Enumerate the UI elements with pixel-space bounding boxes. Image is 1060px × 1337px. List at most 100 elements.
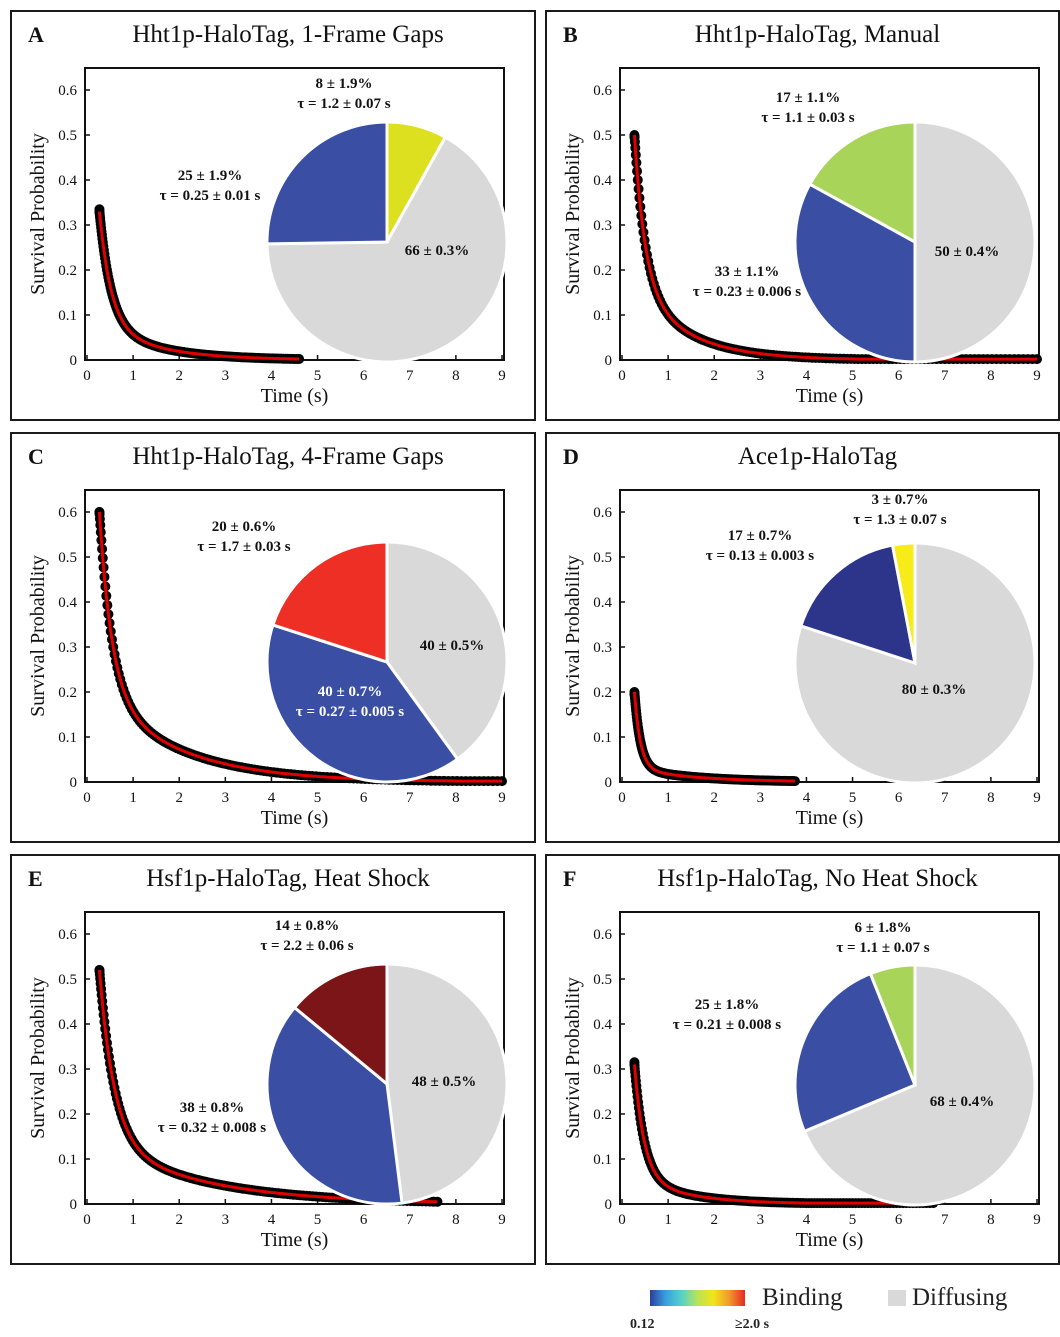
data-point-first	[94, 965, 105, 975]
pie-slice	[265, 135, 509, 364]
x-tick-label: 2	[710, 790, 718, 806]
x-tick-label: 5	[314, 368, 322, 384]
y-tick-label: 0.3	[593, 1062, 612, 1078]
x-tick-label: 6	[895, 1212, 903, 1228]
x-tick-label: 7	[941, 790, 949, 806]
data-point	[789, 776, 800, 787]
y-tick-label: 0.6	[593, 927, 612, 943]
pie-slice-label: 40 ± 0.5%	[420, 638, 484, 654]
x-tick-label: 6	[360, 368, 368, 384]
pie-slice	[798, 543, 917, 666]
panel-d: D Ace1p-HaloTag 0 1 2 3 4 5 6 7 8 9 0 0.1 0.2 0.3 0.4 0.5…	[545, 432, 1060, 843]
y-tick-label: 0.4	[58, 595, 77, 611]
data-point-first	[94, 507, 105, 517]
y-tick-label: 0.6	[58, 505, 77, 521]
y-tick-label: 0.3	[593, 218, 612, 234]
pie-slice-label: 6 ± 1.8%	[855, 920, 912, 936]
x-axis-label: Time (s)	[796, 385, 864, 407]
y-tick-label: 0.1	[58, 730, 77, 746]
x-tick-label: 0	[83, 1212, 91, 1228]
panel-e: E Hsf1p-HaloTag, Heat Shock 0 1 2 3 4 5 6 7 8 9 0 0.1…	[10, 854, 536, 1265]
pie-slice-tau-label: τ = 1.1 ± 0.03 s	[761, 110, 854, 126]
scale-min-label: 0.12	[630, 1317, 655, 1332]
binding-color-scale	[650, 1290, 745, 1306]
x-tick-label: 9	[1033, 790, 1041, 806]
chart-svg: C Hht1p-HaloTag, 4-Frame Gaps 0 1 2 3 4 5 6 7 8 9 0 0…	[27, 443, 509, 829]
y-tick-label: 0	[70, 775, 78, 791]
y-tick-label: 0	[70, 1197, 78, 1213]
panel-a: A Hht1p-HaloTag, 1-Frame Gaps 0 1 2 3 4 5 6 7 8 9 0 0…	[10, 10, 536, 421]
legend: Binding Diffusing 0.12 ≥2.0 s	[0, 1272, 1060, 1332]
pie-slice-label: 38 ± 0.8%	[180, 1100, 244, 1116]
x-tick-label: 7	[941, 1212, 949, 1228]
chart-title: Hht1p-HaloTag, 4-Frame Gaps	[132, 443, 443, 470]
pie-slice	[807, 120, 917, 245]
x-axis-label: Time (s)	[261, 385, 329, 407]
pie-slice	[385, 540, 509, 762]
x-tick-label: 4	[268, 790, 276, 806]
fit-curve	[633, 692, 795, 783]
x-tick-label: 0	[83, 368, 91, 384]
pie-chart	[265, 540, 509, 784]
y-tick-label: 0.4	[593, 1017, 612, 1033]
pie-chart	[265, 120, 509, 364]
x-tick-label: 6	[895, 368, 903, 384]
y-tick-label: 0.1	[593, 308, 612, 324]
pie-slice-tau-label: τ = 2.2 ± 0.06 s	[260, 938, 353, 954]
x-tick-label: 8	[452, 1212, 460, 1228]
x-tick-label: 3	[222, 368, 230, 384]
y-axis-label: Survival Probability	[27, 977, 49, 1139]
x-tick-label: 4	[268, 368, 276, 384]
pie-slice-tau-label: τ = 0.13 ± 0.003 s	[706, 548, 814, 564]
y-axis-label: Survival Probability	[27, 133, 49, 295]
pie-slice-label: 48 ± 0.5%	[412, 1074, 476, 1090]
legend-svg: Binding Diffusing 0.12 ≥2.0 s	[630, 1284, 1008, 1332]
x-tick-label: 1	[664, 368, 672, 384]
y-tick-label: 0.6	[58, 927, 77, 943]
pie-slice-label: 3 ± 0.7%	[872, 492, 929, 508]
x-tick-label: 7	[941, 368, 949, 384]
pie-chart	[793, 541, 1037, 785]
pie-slice	[913, 120, 1037, 364]
x-tick-label: 9	[1033, 368, 1041, 384]
pie-slice	[265, 1005, 404, 1206]
pie-slice-tau-label: τ = 1.7 ± 0.03 s	[197, 539, 290, 555]
x-tick-label: 8	[987, 1212, 995, 1228]
x-tick-label: 3	[757, 790, 765, 806]
y-tick-label: 0.1	[58, 308, 77, 324]
x-tick-label: 3	[222, 790, 230, 806]
x-tick-label: 1	[664, 1212, 672, 1228]
chart-title: Hsf1p-HaloTag, Heat Shock	[146, 865, 430, 892]
x-tick-label: 5	[849, 790, 857, 806]
pie-slice	[890, 541, 917, 664]
pie-slice-label: 8 ± 1.9%	[316, 76, 373, 92]
y-tick-label: 0	[605, 775, 613, 791]
pie-slice-label: 20 ± 0.6%	[212, 519, 276, 535]
x-tick-label: 4	[803, 1212, 811, 1228]
data-point-first	[629, 1057, 640, 1068]
x-tick-label: 4	[803, 368, 811, 384]
y-tick-label: 0	[70, 353, 78, 369]
x-tick-label: 2	[175, 1212, 183, 1228]
x-tick-label: 6	[895, 790, 903, 806]
pie-slice	[802, 963, 1037, 1207]
pie-slice	[385, 962, 509, 1205]
x-tick-label: 9	[498, 790, 506, 806]
chart-svg: A Hht1p-HaloTag, 1-Frame Gaps 0 1 2 3 4 5 6 7 8 9 0 0…	[27, 21, 509, 407]
chart-title: Hht1p-HaloTag, Manual	[695, 21, 940, 48]
x-tick-label: 1	[664, 790, 672, 806]
x-tick-label: 0	[618, 790, 626, 806]
panel-letter: D	[563, 444, 579, 469]
y-axis-label: Survival Probability	[562, 555, 584, 717]
y-tick-label: 0.2	[58, 263, 77, 279]
y-tick-label: 0.3	[58, 640, 77, 656]
pie-slice	[292, 962, 389, 1088]
panel-c: C Hht1p-HaloTag, 4-Frame Gaps 0 1 2 3 4 5 6 7 8 9 0 0…	[10, 432, 536, 843]
pie-slice-tau-label: τ = 0.21 ± 0.008 s	[673, 1017, 781, 1033]
x-tick-label: 2	[175, 790, 183, 806]
y-tick-label: 0.4	[593, 595, 612, 611]
x-axis-label: Time (s)	[796, 1229, 864, 1251]
y-tick-label: 0.1	[58, 1152, 77, 1168]
x-tick-label: 7	[406, 368, 414, 384]
y-tick-label: 0.4	[58, 173, 77, 189]
